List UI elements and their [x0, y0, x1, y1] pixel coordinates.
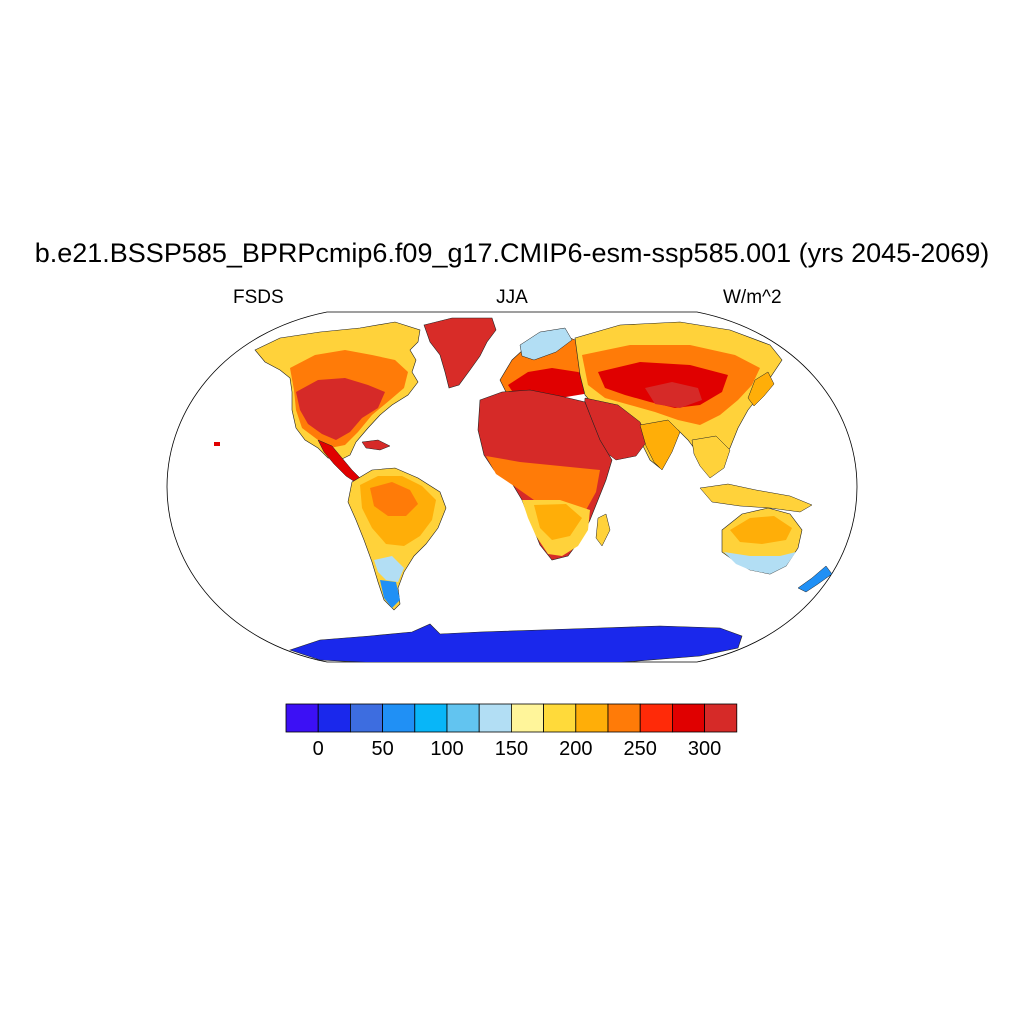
land-scandinavia [519, 327, 573, 361]
colorbar-swatch [414, 703, 448, 733]
land-greenland [423, 317, 497, 389]
colorbar-swatch [607, 703, 641, 733]
land-africa-orange [486, 456, 600, 510]
colorbar [285, 703, 738, 733]
colorbar-swatch [382, 703, 416, 733]
colorbar-swatch [446, 703, 480, 733]
land-south-america-light [374, 556, 404, 582]
land-australia-orange [730, 516, 792, 544]
colorbar-swatch [478, 703, 512, 733]
land-caribbean [361, 439, 391, 451]
colorbar-swatch [349, 703, 383, 733]
colorbar-swatch [704, 703, 738, 733]
plot-title: b.e21.BSSP585_BPRPcmip6.f09_g17.CMIP6-es… [34, 238, 990, 268]
land-asia-darkred [645, 382, 702, 408]
land-australia-light [724, 552, 796, 574]
colorbar-tick-label: 200 [559, 738, 593, 760]
colorbar-swatch [543, 703, 577, 733]
colorbar-tick-label: 0 [312, 738, 324, 760]
colorbar-swatch [285, 703, 319, 733]
colorbar-tick-label: 250 [623, 738, 657, 760]
land-india [639, 419, 681, 471]
variable-label: FSDS [233, 287, 284, 308]
land-layer [214, 317, 833, 662]
land-madagascar [595, 513, 611, 547]
land-southeast-asia [691, 435, 731, 479]
colorbar-tick-label: 300 [687, 738, 722, 760]
land-south-america-blue [380, 580, 400, 608]
colorbar-swatch [317, 703, 351, 733]
colorbar-tick-label: 50 [371, 738, 394, 760]
colorbar-swatch [575, 703, 609, 733]
land-indonesia [699, 483, 813, 513]
land-north-america-red [296, 378, 385, 440]
units-label: W/m^2 [723, 287, 782, 308]
land-south-america-red [370, 482, 418, 516]
colorbar-swatch [510, 703, 544, 733]
land-hawaii [214, 442, 220, 446]
colorbar-swatch [639, 703, 673, 733]
land-africa-orange2 [534, 504, 582, 540]
colorbar-tick-label: 100 [430, 738, 464, 760]
colorbar-tick-label: 150 [494, 738, 529, 760]
season-label: JJA [496, 287, 528, 308]
colorbar-swatch [672, 703, 706, 733]
land-antarctica [289, 623, 743, 662]
land-japan [747, 371, 775, 407]
